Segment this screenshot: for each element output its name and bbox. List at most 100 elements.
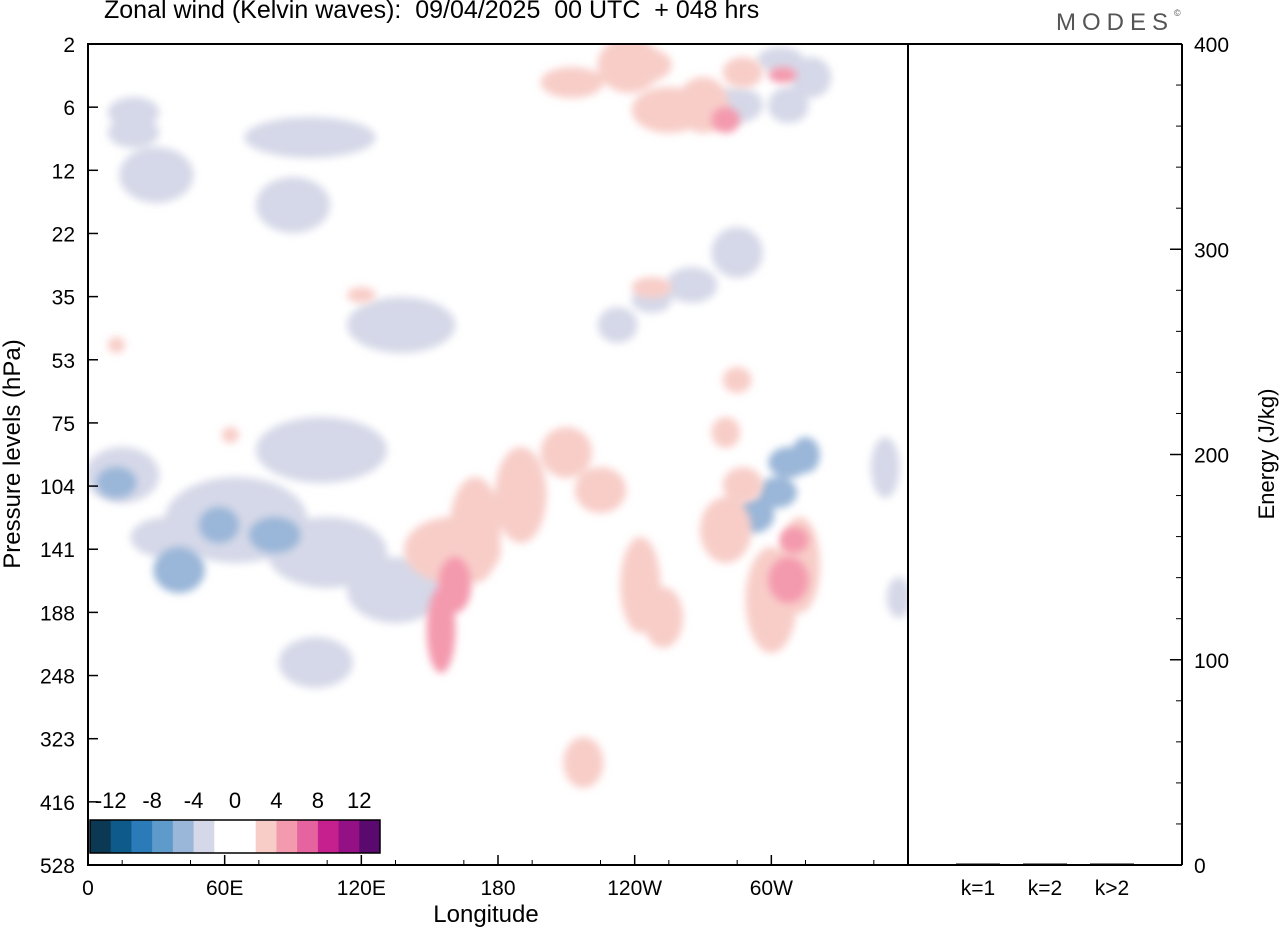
y-tick-label: 416 <box>40 792 75 815</box>
contour-patch <box>107 97 160 128</box>
contour-patch <box>119 147 194 203</box>
energy-category-label: k>2 <box>1095 877 1129 900</box>
y-tick-label: 248 <box>40 666 75 689</box>
colorbar-label: 4 <box>270 788 282 813</box>
y-axis-label: Pressure levels (hPa) <box>0 339 26 568</box>
energy-y-tick-label: 200 <box>1194 445 1229 468</box>
colorbar-swatch <box>152 820 174 853</box>
contour-patch <box>722 57 763 88</box>
contour-patch <box>346 287 376 303</box>
colorbar-label: -4 <box>184 788 204 813</box>
energy-bar <box>1023 863 1067 865</box>
contour-patch <box>540 67 604 98</box>
contour-patch <box>756 477 798 508</box>
y-tick-label: 12 <box>52 160 75 183</box>
y-tick-label: 6 <box>63 97 75 120</box>
contour-patch <box>574 467 627 513</box>
contour-patch <box>438 557 472 613</box>
x-tick-label: 0 <box>82 877 94 900</box>
colorbar-label: -12 <box>95 788 127 813</box>
contour-patch <box>886 577 908 618</box>
x-tick-label: 120W <box>607 877 662 900</box>
contour-patch <box>631 277 672 298</box>
y-tick-label: 528 <box>40 855 75 878</box>
colorbar-label: 12 <box>347 788 371 813</box>
contour-patch <box>711 417 741 448</box>
contour-level-3 <box>426 67 809 673</box>
energy-y-tick-label: 0 <box>1194 855 1206 878</box>
colorbar-swatch <box>276 820 298 853</box>
contour-patch <box>255 177 331 233</box>
contour-patch <box>153 547 205 593</box>
contour-patch <box>221 427 240 443</box>
contour-patch <box>608 47 672 83</box>
contour-patch <box>756 47 804 73</box>
contour-patch <box>700 497 752 563</box>
contour-patch <box>278 637 353 688</box>
y-tick-label: 141 <box>40 539 75 562</box>
colorbar-swatch <box>193 820 215 853</box>
y-tick-label: 35 <box>52 287 75 310</box>
energy-axis-label: Energy (J/kg) <box>1254 389 1279 520</box>
colorbar-swatch <box>214 820 236 853</box>
contour-patch <box>449 477 501 583</box>
energy-y-tick-label: 400 <box>1194 34 1229 57</box>
contour-patch <box>597 307 638 343</box>
colorbar: -12 -8 -4 0 4 8 12 <box>89 788 381 854</box>
y-tick-label: 104 <box>40 476 75 499</box>
contour-patch <box>255 417 388 483</box>
contour-patch <box>540 427 593 478</box>
contour-patch <box>711 227 763 278</box>
contour-patch <box>768 67 798 83</box>
contour-patch <box>722 467 763 503</box>
colorbar-swatch <box>297 820 319 853</box>
energy-category-label: k=1 <box>961 877 995 900</box>
y-tick-label: 75 <box>52 413 75 436</box>
y-tick-label: 53 <box>52 350 75 373</box>
y-tick-label: 2 <box>63 34 75 57</box>
energy-category-label: k=2 <box>1028 877 1062 900</box>
contour-patch <box>722 367 752 393</box>
contour-patch <box>711 107 741 133</box>
colorbar-swatch <box>110 820 132 853</box>
modes-logo: MODES© <box>1056 8 1181 37</box>
contour-patch <box>96 467 137 498</box>
contour-level-1 <box>96 437 820 593</box>
colorbar-label: -8 <box>142 788 162 813</box>
x-tick-label: 180 <box>480 877 515 900</box>
chart-title: Zonal wind (Kelvin waves): 09/04/2025 00… <box>104 0 760 24</box>
contour-patch <box>563 737 604 788</box>
colorbar-swatch <box>172 820 195 853</box>
contour-patch <box>779 527 809 553</box>
y-tick-label: 188 <box>40 602 75 625</box>
x-tick-label: 120E <box>337 877 386 900</box>
contour-patch <box>768 92 809 123</box>
logo-text: MODES <box>1056 9 1175 36</box>
x-tick-label: 60W <box>750 877 793 900</box>
y-tick-label: 22 <box>52 223 75 246</box>
logo-mark: © <box>1174 8 1181 18</box>
contour-patch <box>495 447 547 543</box>
colorbar-swatch <box>235 820 257 853</box>
energy-y-tick-label: 100 <box>1194 650 1229 673</box>
chart-axes: 0 60E 120E 180 120W 60W Longitude 2 6 12 22 35 53 75 1… <box>0 34 909 928</box>
colorbar-swatch <box>131 820 153 853</box>
contour-patch <box>198 507 240 543</box>
contour-patch <box>107 337 126 353</box>
energy-panel: 0 100 200 300 400 Energy (J/kg) k=1 k=2 k>2 <box>908 34 1279 900</box>
contour-patch <box>791 57 832 98</box>
colorbar-frame <box>89 819 381 854</box>
contour-patch <box>249 517 301 553</box>
colorbar-swatch <box>90 820 112 853</box>
x-axis-label: Longitude <box>433 901 538 928</box>
colorbar-label: 0 <box>229 788 241 813</box>
energy-bar <box>1090 863 1134 865</box>
energy-y-tick-label: 300 <box>1194 239 1229 262</box>
contour-patch <box>346 297 456 353</box>
contour-patch <box>643 587 684 648</box>
colorbar-swatch <box>359 820 381 853</box>
y-tick-label: 323 <box>40 729 75 752</box>
colorbar-swatch <box>255 820 277 853</box>
contour-patch <box>244 117 376 158</box>
